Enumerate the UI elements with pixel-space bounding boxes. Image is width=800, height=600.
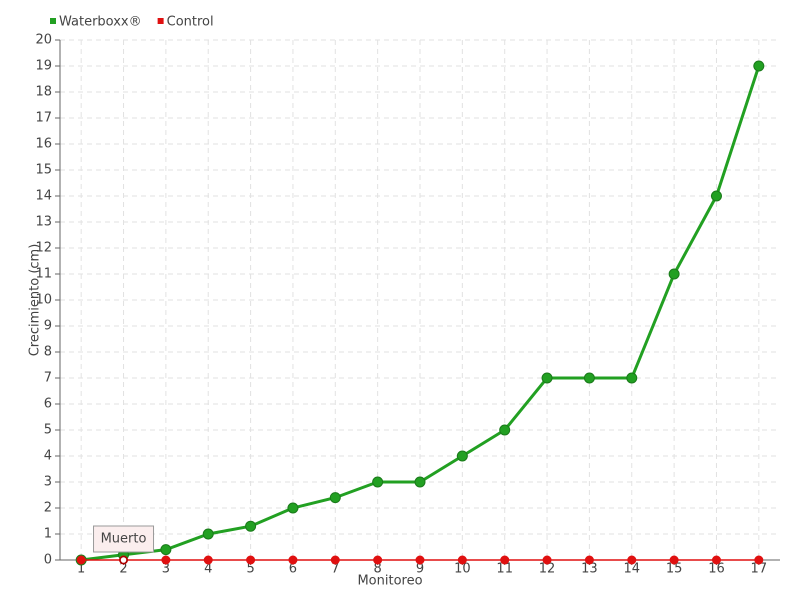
data-point <box>246 555 256 565</box>
data-point <box>245 520 257 532</box>
data-point <box>160 544 172 556</box>
data-point <box>711 555 721 565</box>
data-point <box>330 555 340 565</box>
x-tick-label: 4 <box>204 562 212 577</box>
data-point <box>373 555 383 565</box>
y-tick-label: 12 <box>35 241 52 256</box>
y-tick-label: 11 <box>35 267 52 282</box>
x-tick-label: 15 <box>666 562 683 577</box>
data-point <box>499 424 511 436</box>
x-tick-label: 8 <box>374 562 382 577</box>
tooltip-text: Muerto <box>101 532 147 547</box>
y-tick-label: 20 <box>35 33 52 48</box>
data-point <box>627 555 637 565</box>
data-point <box>329 492 341 504</box>
x-tick-label: 2 <box>119 562 127 577</box>
x-tick-label: 14 <box>623 562 640 577</box>
data-point <box>415 555 425 565</box>
y-tick-label: 2 <box>44 501 52 516</box>
data-point <box>456 450 468 462</box>
data-point <box>626 372 638 384</box>
data-point <box>372 476 384 488</box>
data-point <box>584 555 594 565</box>
y-tick-label: 6 <box>44 397 52 412</box>
x-tick-label: 3 <box>162 562 170 577</box>
x-tick-label: 12 <box>539 562 556 577</box>
y-tick-label: 3 <box>44 475 52 490</box>
y-tick-label: 4 <box>44 449 52 464</box>
data-point <box>669 555 679 565</box>
y-axis-label: Crecimiento (cm) <box>28 244 43 357</box>
x-tick-label: 7 <box>331 562 339 577</box>
tooltip-box <box>93 525 155 553</box>
x-tick-label: 9 <box>416 562 424 577</box>
data-point <box>287 502 299 514</box>
y-tick-label: 13 <box>35 215 52 230</box>
y-tick-label: 0 <box>44 553 52 568</box>
data-point <box>754 555 764 565</box>
data-point <box>541 372 553 384</box>
legend-swatch <box>50 18 56 24</box>
data-point <box>203 555 213 565</box>
highlight-point <box>119 555 128 565</box>
y-tick-label: 5 <box>44 423 52 438</box>
y-tick-label: 10 <box>35 293 52 308</box>
data-point <box>414 476 426 488</box>
x-tick-label: 16 <box>708 562 725 577</box>
data-point <box>710 190 722 202</box>
data-point <box>500 555 510 565</box>
y-tick-label: 9 <box>44 319 52 334</box>
data-point <box>457 555 467 565</box>
data-point <box>542 555 552 565</box>
data-point <box>753 60 765 72</box>
x-tick-label: 17 <box>751 562 768 577</box>
y-tick-label: 14 <box>35 189 52 204</box>
y-tick-label: 7 <box>44 371 52 386</box>
x-tick-label: 11 <box>496 562 513 577</box>
data-point <box>161 555 171 565</box>
y-tick-label: 1 <box>44 527 52 542</box>
legend-swatch <box>157 18 164 24</box>
data-point <box>583 372 595 384</box>
y-tick-label: 16 <box>35 137 52 152</box>
y-tick-label: 8 <box>44 345 52 360</box>
data-point <box>202 528 214 540</box>
legend-label: Control <box>167 15 214 30</box>
y-tick-label: 19 <box>35 59 52 74</box>
data-point <box>668 268 680 280</box>
x-tick-label: 6 <box>289 562 297 577</box>
y-tick-label: 17 <box>35 111 52 126</box>
x-tick-label: 1 <box>77 562 85 577</box>
x-tick-label: 5 <box>246 562 254 577</box>
data-point <box>288 555 298 565</box>
x-axis-label: Monitoreo <box>357 574 422 589</box>
x-tick-label: 13 <box>581 562 598 577</box>
data-point <box>76 555 86 565</box>
x-tick-label: 10 <box>454 562 471 577</box>
y-tick-label: 18 <box>35 85 52 100</box>
legend-label: Waterboxx® <box>59 15 142 30</box>
y-tick-label: 15 <box>35 163 52 178</box>
